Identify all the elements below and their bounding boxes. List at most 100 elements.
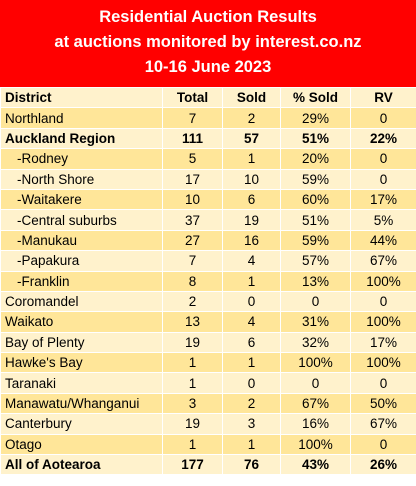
- rv-cell: 0: [350, 372, 416, 394]
- district-cell: Otago: [0, 433, 163, 456]
- sold-cell: 10: [222, 168, 281, 190]
- title-line-2: at auctions monitored by interest.co.nz: [54, 33, 362, 51]
- total-cell: 1: [162, 433, 223, 456]
- pct-sold-cell: 59%: [280, 168, 351, 190]
- table-row: -Papakura 7 4 57% 67%: [0, 250, 416, 272]
- district-cell: Northland: [0, 107, 163, 129]
- title-line-3: 10-16 June 2023: [144, 58, 272, 76]
- pct-sold-cell: 32%: [280, 331, 351, 354]
- district-cell: -Papakura: [0, 250, 163, 272]
- district-cell: -Central suburbs: [0, 209, 163, 231]
- rv-cell: 0: [350, 290, 416, 313]
- district-cell: -Manukau: [0, 229, 163, 252]
- rv-cell: 0: [350, 148, 416, 170]
- rv-cell: 67%: [350, 413, 416, 435]
- sold-cell: 4: [222, 311, 281, 333]
- pct-sold-cell: 16%: [280, 413, 351, 435]
- rv-cell: 67%: [350, 250, 416, 272]
- table-row: Otago 1 1 100% 0: [0, 433, 416, 456]
- district-cell: All of Aotearoa: [0, 454, 163, 476]
- sold-cell: 0: [222, 372, 281, 394]
- rv-cell: 17%: [350, 331, 416, 354]
- sold-cell: 2: [222, 107, 281, 129]
- sold-cell: 57: [222, 127, 281, 150]
- district-cell: -North Shore: [0, 168, 163, 190]
- title-banner: Residential Auction Results at auctions …: [0, 0, 416, 87]
- total-cell: 8: [162, 270, 223, 292]
- pct-sold-cell: 51%: [280, 127, 351, 150]
- total-cell: 37: [162, 209, 223, 231]
- rv-cell: 0: [350, 168, 416, 190]
- sold-cell: 3: [222, 413, 281, 435]
- total-cell: 27: [162, 229, 223, 252]
- district-cell: Hawke's Bay: [0, 352, 163, 374]
- district-cell: -Waitakere: [0, 188, 163, 211]
- pct-sold-cell: 0: [280, 290, 351, 313]
- pct-sold-cell: 20%: [280, 148, 351, 170]
- table-row: Manawatu/Whanganui 3 2 67% 50%: [0, 392, 416, 415]
- table-row: -Waitakere 10 6 60% 17%: [0, 188, 416, 211]
- total-cell: 1: [162, 372, 223, 394]
- district-cell: Canterbury: [0, 413, 163, 435]
- sold-cell: 1: [222, 270, 281, 292]
- total-cell: 111: [162, 127, 223, 150]
- table-row: -North Shore 17 10 59% 0: [0, 168, 416, 190]
- district-cell: Taranaki: [0, 372, 163, 394]
- sold-cell: 6: [222, 331, 281, 354]
- rv-cell: 0: [350, 433, 416, 456]
- total-cell: 19: [162, 413, 223, 435]
- total-cell: 17: [162, 168, 223, 190]
- sold-cell: 1: [222, 433, 281, 456]
- auction-results-table: District Total Sold % Sold RV Northland …: [0, 86, 416, 476]
- district-cell: -Rodney: [0, 148, 163, 170]
- column-header-sold: Sold: [222, 86, 281, 109]
- district-cell: Manawatu/Whanganui: [0, 392, 163, 415]
- table-row: Coromandel 2 0 0 0: [0, 290, 416, 313]
- table-row: Taranaki 1 0 0 0: [0, 372, 416, 394]
- district-cell: -Franklin: [0, 270, 163, 292]
- pct-sold-cell: 57%: [280, 250, 351, 272]
- pct-sold-cell: 67%: [280, 392, 351, 415]
- table-row: Hawke's Bay 1 1 100% 100%: [0, 352, 416, 374]
- total-cell: 7: [162, 107, 223, 129]
- table-row: -Central suburbs 37 19 51% 5%: [0, 209, 416, 231]
- column-header-pct-sold: % Sold: [280, 86, 351, 109]
- total-cell: 10: [162, 188, 223, 211]
- column-header-total: Total: [162, 86, 223, 109]
- pct-sold-cell: 31%: [280, 311, 351, 333]
- rv-cell: 50%: [350, 392, 416, 415]
- rv-cell: 5%: [350, 209, 416, 231]
- total-cell: 177: [162, 454, 223, 476]
- total-cell: 3: [162, 392, 223, 415]
- total-cell: 7: [162, 250, 223, 272]
- sold-cell: 1: [222, 148, 281, 170]
- total-cell: 1: [162, 352, 223, 374]
- table-row: Canterbury 19 3 16% 67%: [0, 413, 416, 435]
- total-cell: 19: [162, 331, 223, 354]
- table-row: Northland 7 2 29% 0: [0, 107, 416, 129]
- pct-sold-cell: 51%: [280, 209, 351, 231]
- table-total-row: All of Aotearoa 177 76 43% 26%: [0, 454, 416, 476]
- pct-sold-cell: 13%: [280, 270, 351, 292]
- sold-cell: 16: [222, 229, 281, 252]
- total-cell: 2: [162, 290, 223, 313]
- district-cell: Bay of Plenty: [0, 331, 163, 354]
- sold-cell: 2: [222, 392, 281, 415]
- sold-cell: 19: [222, 209, 281, 231]
- table-row: Bay of Plenty 19 6 32% 17%: [0, 331, 416, 354]
- rv-cell: 17%: [350, 188, 416, 211]
- table-row: -Manukau 27 16 59% 44%: [0, 229, 416, 252]
- rv-cell: 22%: [350, 127, 416, 150]
- total-cell: 13: [162, 311, 223, 333]
- rv-cell: 100%: [350, 270, 416, 292]
- rv-cell: 100%: [350, 352, 416, 374]
- sold-cell: 6: [222, 188, 281, 211]
- district-cell: Coromandel: [0, 290, 163, 313]
- sold-cell: 76: [222, 454, 281, 476]
- column-header-rv: RV: [350, 86, 416, 109]
- table-row: Waikato 13 4 31% 100%: [0, 311, 416, 333]
- pct-sold-cell: 29%: [280, 107, 351, 129]
- pct-sold-cell: 60%: [280, 188, 351, 211]
- sold-cell: 1: [222, 352, 281, 374]
